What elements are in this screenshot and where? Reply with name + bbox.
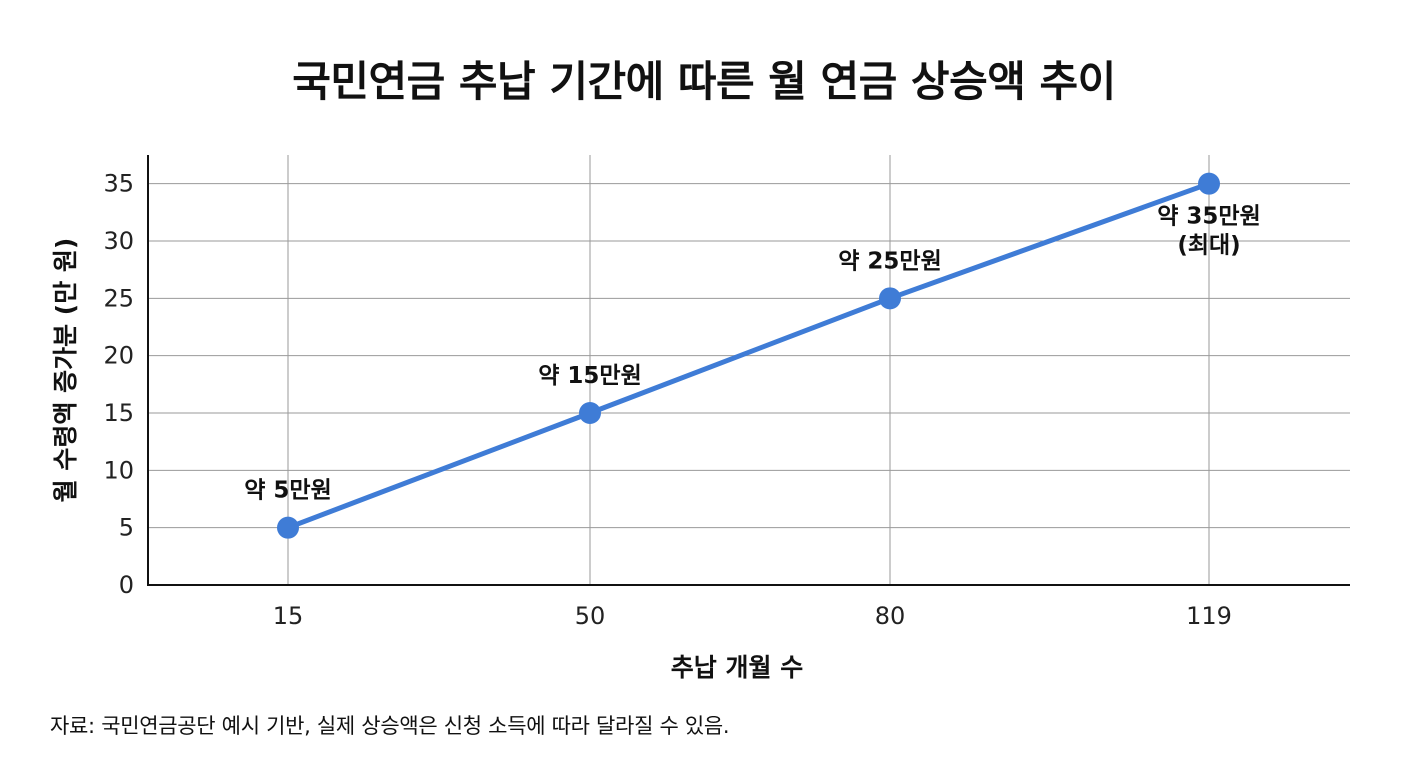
tick-labels: 0 5 10 15 20 25 30 35 15 50 80 119: [103, 170, 1231, 630]
x-tick-label: 80: [875, 602, 906, 630]
x-tick-label: 50: [575, 602, 606, 630]
y-tick-label: 20: [103, 342, 134, 370]
y-axis-title: 월 수령액 증가분 (만 원): [51, 238, 80, 503]
data-label: 약 5만원: [244, 478, 332, 504]
data-point: [879, 287, 901, 310]
axes: [147, 155, 1350, 586]
x-axis-title: 추납 개월 수: [671, 653, 803, 682]
y-tick-label: 25: [103, 284, 134, 312]
y-tick-label: 10: [103, 456, 134, 484]
data-point: [1198, 172, 1220, 195]
data-label: 약 25만원: [838, 248, 942, 274]
data-label: 약 15만원: [538, 363, 642, 389]
series-layer: [277, 172, 1220, 539]
chart-title: 국민연금 추납 기간에 따른 월 연금 상승액 추이: [292, 57, 1116, 106]
x-tick-label: 119: [1186, 602, 1232, 630]
y-tick-label: 0: [119, 571, 134, 599]
y-tick-label: 30: [103, 227, 134, 255]
x-tick-label: 15: [273, 602, 304, 630]
data-labels: 약 5만원 약 15만원 약 25만원 약 35만원 (최대): [244, 204, 1261, 504]
series-line: [285, 181, 1212, 531]
line-chart: 0 5 10 15 20 25 30 35 15 50 80 119 약 5만원 약 15만원 약 25만…: [51, 155, 1350, 682]
data-point: [579, 402, 601, 424]
y-tick-label: 5: [119, 514, 134, 542]
data-label: (최대): [1177, 233, 1240, 259]
y-tick-label: 35: [103, 170, 134, 198]
grid-lines: [148, 155, 1350, 585]
y-tick-label: 15: [103, 399, 134, 427]
data-point: [277, 516, 299, 539]
source-note: 자료: 국민연금공단 예시 기반, 실제 상승액은 신청 소득에 따라 달라질 …: [50, 714, 730, 738]
data-label: 약 35만원: [1157, 204, 1261, 230]
